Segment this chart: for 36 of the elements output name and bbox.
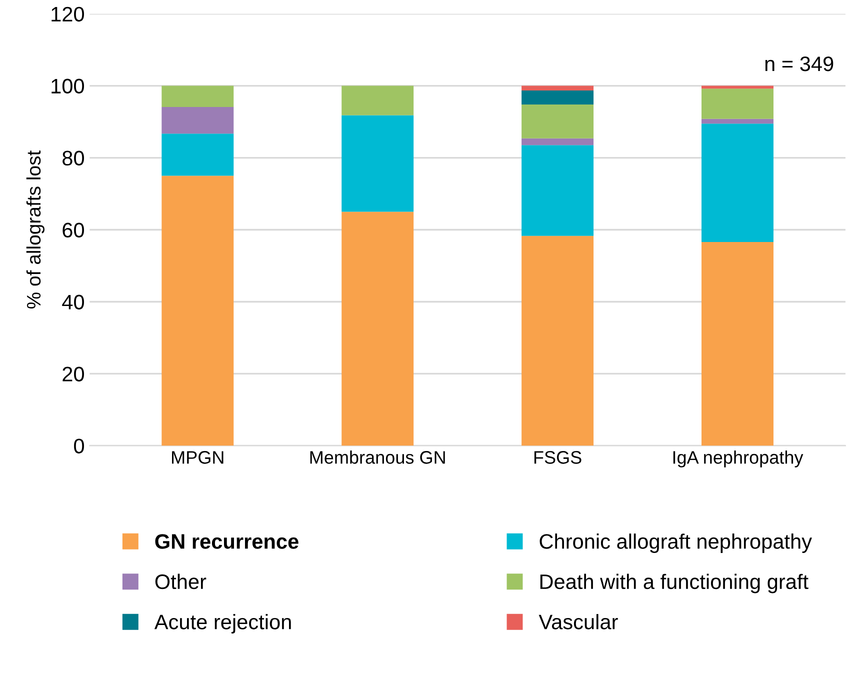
bar xyxy=(342,86,414,116)
y-tick-label: 80 xyxy=(62,150,84,166)
legend-label: Other xyxy=(155,574,206,590)
y-tick-label: 60 xyxy=(62,222,84,238)
legend-label: Death with a functioning graft xyxy=(540,574,808,594)
legend-label: Acute rejection xyxy=(154,614,291,634)
bar xyxy=(522,138,594,146)
bar xyxy=(162,176,234,446)
legend-label: Chronic allograft nephropathy xyxy=(540,534,812,553)
x-tick-label: FSGS xyxy=(534,451,582,464)
y-tick-label: 120 xyxy=(52,6,84,22)
bar xyxy=(522,104,594,138)
bar xyxy=(522,90,594,105)
bar xyxy=(702,118,774,124)
bar xyxy=(162,134,234,176)
x-tick-label: MPGN xyxy=(172,451,224,464)
bar xyxy=(342,212,414,446)
bar xyxy=(342,115,414,212)
x-tick-label: IgA nephropathy xyxy=(673,450,804,468)
bar xyxy=(522,145,594,236)
legend-label: Vascular xyxy=(538,614,618,630)
legend-label: GN recurrence xyxy=(155,534,298,549)
bar xyxy=(522,86,594,90)
y-tick-label: 0 xyxy=(74,438,84,454)
y-tick-label: 100 xyxy=(52,78,84,94)
bar xyxy=(702,242,774,446)
bar xyxy=(702,88,774,119)
y-axis-title: % of allografts lost xyxy=(26,150,44,308)
bar xyxy=(162,107,234,134)
annotation: n = 349 xyxy=(765,56,834,72)
bar xyxy=(522,236,594,446)
y-tick-label: 20 xyxy=(62,366,84,382)
x-tick-label: Membranous GN xyxy=(310,450,445,464)
bar xyxy=(162,86,234,108)
bar xyxy=(702,124,774,242)
y-tick-label: 40 xyxy=(62,294,84,310)
